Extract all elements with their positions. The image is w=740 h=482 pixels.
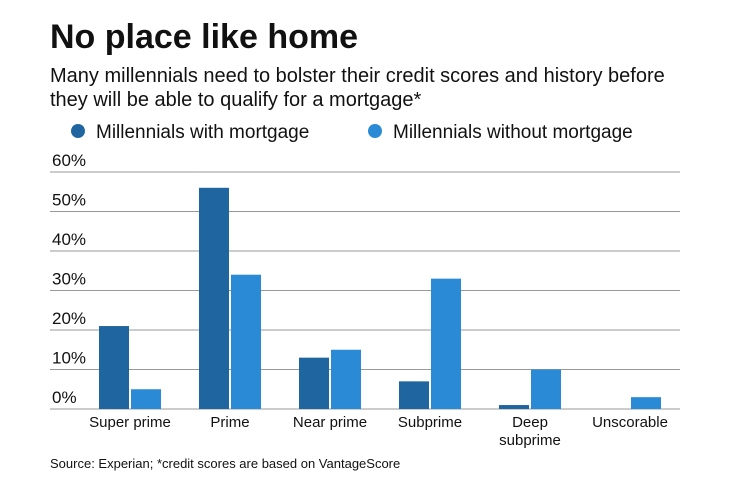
legend-marker: [71, 124, 85, 138]
bar: [131, 389, 161, 409]
y-tick-label: 20%: [52, 309, 86, 328]
y-tick-label: 0%: [52, 388, 77, 407]
chart-subtitle: Many millennials need to bolster their c…: [50, 65, 665, 111]
bar: [231, 274, 261, 409]
y-tick-label: 30%: [52, 270, 86, 289]
x-tick-label: Unscorable: [592, 414, 668, 431]
bar: [199, 187, 229, 409]
bar: [531, 369, 561, 409]
x-tick-label: Subprime: [397, 414, 463, 431]
bar: [399, 381, 429, 409]
y-tick-label: 40%: [52, 230, 86, 249]
legend-label: Millennials with mortgage: [96, 122, 309, 143]
y-tick-label: 60%: [52, 151, 86, 170]
bar: [431, 278, 461, 409]
source-note: Source: Experian; *credit scores are bas…: [50, 456, 401, 471]
x-tick-label: Deep subprime: [499, 414, 561, 449]
x-tick-label: Prime: [210, 414, 250, 431]
chart-title: No place like home: [50, 18, 358, 56]
bar: [299, 357, 329, 409]
x-tick-label: Super prime: [89, 414, 171, 431]
bar: [499, 405, 529, 409]
legend-label: Millennials without mortgage: [393, 122, 633, 143]
y-tick-label: 50%: [52, 191, 86, 210]
y-tick-label: 10%: [52, 349, 86, 368]
bar: [631, 397, 661, 409]
legend-marker: [368, 124, 382, 138]
bar: [99, 326, 129, 409]
bar: [331, 349, 361, 409]
x-tick-label: Near prime: [292, 414, 368, 431]
